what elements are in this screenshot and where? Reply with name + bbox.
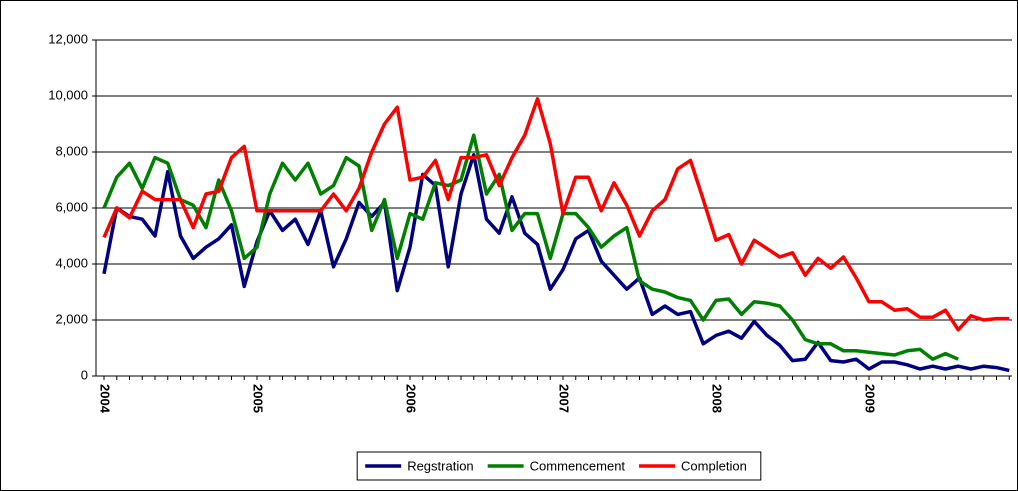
y-tick-label: 12,000 — [48, 31, 88, 46]
series-line — [102, 97, 1010, 332]
x-tick-label: 2008 — [710, 384, 725, 413]
legend-label: Regstration — [407, 458, 473, 473]
x-tick-label: 2004 — [98, 384, 113, 414]
y-tick-label: 10,000 — [48, 87, 88, 102]
x-tick-label: 2009 — [863, 384, 878, 413]
y-tick-label: 8,000 — [55, 143, 88, 158]
x-tick-label: 2006 — [404, 384, 419, 413]
legend-label: Completion — [681, 458, 747, 473]
legend: Regstration Commencement Completion — [356, 451, 762, 481]
y-tick-label: 4,000 — [55, 255, 88, 270]
x-tick-label: 2005 — [251, 384, 266, 413]
y-tick-label: 2,000 — [55, 311, 88, 326]
y-tick-label: 6,000 — [55, 199, 88, 214]
series-line — [102, 133, 959, 361]
y-tick-label: 0 — [81, 367, 88, 382]
legend-box — [356, 451, 762, 481]
x-tick-label: 2007 — [557, 384, 572, 413]
legend-label: Commencement — [530, 458, 626, 473]
